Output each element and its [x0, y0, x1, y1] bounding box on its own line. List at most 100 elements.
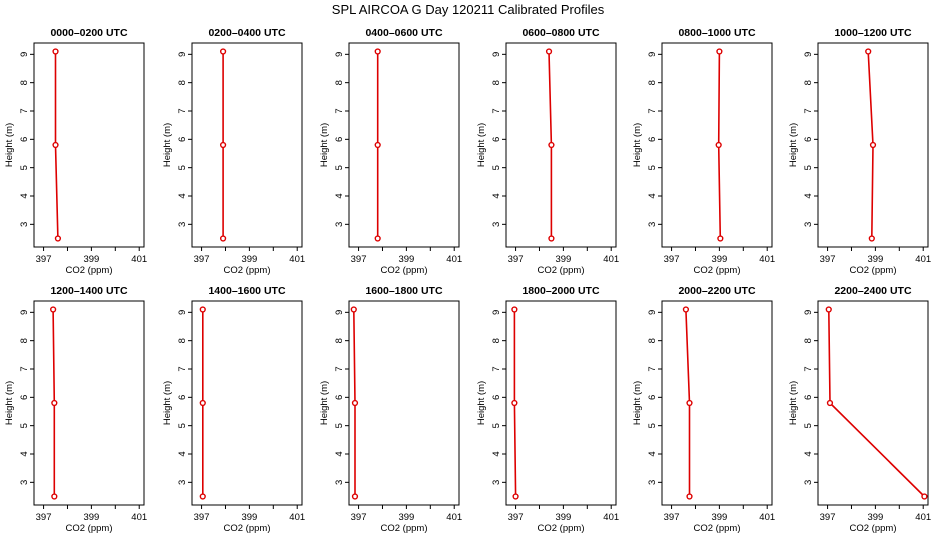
panel-5-ytick-label: 6 [647, 137, 658, 142]
panel-6-ytick-label: 8 [803, 80, 814, 85]
panel-4-ytick-label: 8 [491, 80, 502, 85]
panel-5-xaxis-label: CO2 (ppm) [694, 265, 741, 276]
panel-7-xtick-label: 397 [36, 512, 52, 523]
panel-12-ytick-label: 4 [803, 451, 814, 456]
panel-11-xtick-label: 399 [711, 512, 727, 523]
panel-10-ytick-label: 3 [491, 480, 502, 485]
panel-9-ytick-label: 8 [334, 338, 345, 343]
panel-7-ytick-label: 9 [19, 310, 30, 315]
panel-5-title: 0800–1000 UTC [678, 27, 755, 39]
panel-2-ytick-label: 9 [177, 52, 188, 57]
panel-4-xtick-label: 397 [508, 254, 524, 265]
panel-1-ytick-label: 7 [19, 108, 30, 113]
panel-4-ytick-label: 5 [491, 165, 502, 170]
panel-12-ytick-label: 3 [803, 480, 814, 485]
panel-9-ytick-label: 4 [334, 451, 345, 456]
panel-5-ytick-label: 9 [647, 52, 658, 57]
panel-6-ytick-label: 6 [803, 137, 814, 142]
panel-11-ytick-label: 8 [647, 338, 658, 343]
panel-4-xtick-label: 399 [555, 254, 571, 265]
panel-6-yaxis-label: Height (m) [788, 123, 799, 167]
panel-9-data-point [350, 306, 357, 313]
panel-7-ytick-label: 3 [19, 480, 30, 485]
panel-5-data-point [716, 48, 723, 55]
panel-7-title: 1200–1400 UTC [50, 285, 127, 297]
panel-12-ytick-label: 7 [803, 366, 814, 371]
panel-6-data-point [865, 48, 872, 55]
panel-9-data-point [351, 399, 359, 407]
panel-7-ytick-label: 4 [19, 451, 30, 456]
panel-2-ytick-label: 5 [177, 165, 188, 170]
panel-7-ytick-label: 7 [19, 366, 30, 371]
panel-3-plot-frame [348, 42, 460, 248]
panel-1-xaxis-label: CO2 (ppm) [66, 265, 113, 276]
panel-5-ytick-label: 5 [647, 165, 658, 170]
panel-10-ytick-label: 7 [491, 366, 502, 371]
panel-1-ytick-label: 5 [19, 165, 30, 170]
panel-3-ytick-label: 7 [334, 108, 345, 113]
panel-11-title: 2000–2200 UTC [678, 285, 755, 297]
panel-2-data-point [219, 235, 227, 242]
panel-3-yaxis-label: Height (m) [319, 123, 330, 167]
panel-3-ytick-label: 4 [334, 193, 345, 198]
panel-12-plot-frame [817, 300, 929, 506]
panel-7-ytick-label: 8 [19, 338, 30, 343]
panel-6-ytick-label: 5 [803, 165, 814, 170]
panel-3-xtick-label: 397 [351, 254, 367, 265]
panel-6-ytick-label: 3 [803, 222, 814, 227]
panel-6-data-point [869, 141, 877, 149]
panel-8-ytick-label: 3 [177, 480, 188, 485]
panel-8-xtick-label: 397 [194, 512, 210, 523]
panel-4-xtick-label: 401 [603, 254, 619, 265]
panel-4-ytick-label: 3 [491, 222, 502, 227]
panel-11-xtick-label: 397 [664, 512, 680, 523]
panel-5-xtick-label: 399 [711, 254, 727, 265]
panel-12-xtick-label: 399 [867, 512, 883, 523]
panel-10-xtick-label: 397 [508, 512, 524, 523]
panel-1-data-point [52, 141, 59, 149]
panel-9-xtick-label: 399 [398, 512, 414, 523]
panel-12-yaxis-label: Height (m) [788, 381, 799, 425]
panel-4-ytick-label: 4 [491, 193, 502, 198]
panel-6-xtick-label: 401 [915, 254, 931, 265]
panel-1-ytick-label: 8 [19, 80, 30, 85]
panel-10-data-point [512, 493, 519, 500]
panel-11-ytick-label: 4 [647, 451, 658, 456]
panel-1-xtick-label: 401 [131, 254, 147, 265]
panel-6-xtick-label: 397 [820, 254, 836, 265]
panel-10-ytick-label: 4 [491, 451, 502, 456]
panel-10-xaxis-label: CO2 (ppm) [538, 523, 585, 534]
panel-6-plot-frame [817, 42, 929, 248]
panel-5-ytick-label: 3 [647, 222, 658, 227]
panel-9-ytick-label: 5 [334, 423, 345, 428]
panel-12-xaxis-label: CO2 (ppm) [850, 523, 897, 534]
panel-11-data-point [682, 306, 690, 313]
panel-10-ytick-label: 9 [491, 310, 502, 315]
panel-7-yaxis-label: Height (m) [4, 381, 15, 425]
panel-10-ytick-label: 8 [491, 338, 502, 343]
panel-8-ytick-label: 8 [177, 338, 188, 343]
panel-9-title: 1600–1800 UTC [365, 285, 442, 297]
panel-12-xtick-label: 401 [915, 512, 931, 523]
panel-9-xtick-label: 397 [351, 512, 367, 523]
panel-3-ytick-label: 6 [334, 137, 345, 142]
panel-6-title: 1000–1200 UTC [834, 27, 911, 39]
panel-6-xaxis-label: CO2 (ppm) [850, 265, 897, 276]
panel-2-title: 0200–0400 UTC [208, 27, 285, 39]
panel-7-data-point [50, 306, 57, 313]
panel-5-data-point [715, 141, 722, 149]
panel-1-xtick-label: 399 [83, 254, 99, 265]
panel-8-data-point [199, 306, 206, 313]
panel-10-ytick-label: 6 [491, 395, 502, 400]
panel-3-ytick-label: 3 [334, 222, 345, 227]
panel-3-xaxis-label: CO2 (ppm) [381, 265, 428, 276]
panel-11-xtick-label: 401 [759, 512, 775, 523]
panel-12-xtick-label: 397 [820, 512, 836, 523]
panel-8-data-point [199, 399, 206, 407]
panel-7-xtick-label: 399 [83, 512, 99, 523]
panel-12-profile-line [828, 309, 925, 498]
panel-11-data-point [686, 399, 693, 407]
panel-10-data-point [511, 306, 518, 313]
panel-8-title: 1400–1600 UTC [208, 285, 285, 297]
